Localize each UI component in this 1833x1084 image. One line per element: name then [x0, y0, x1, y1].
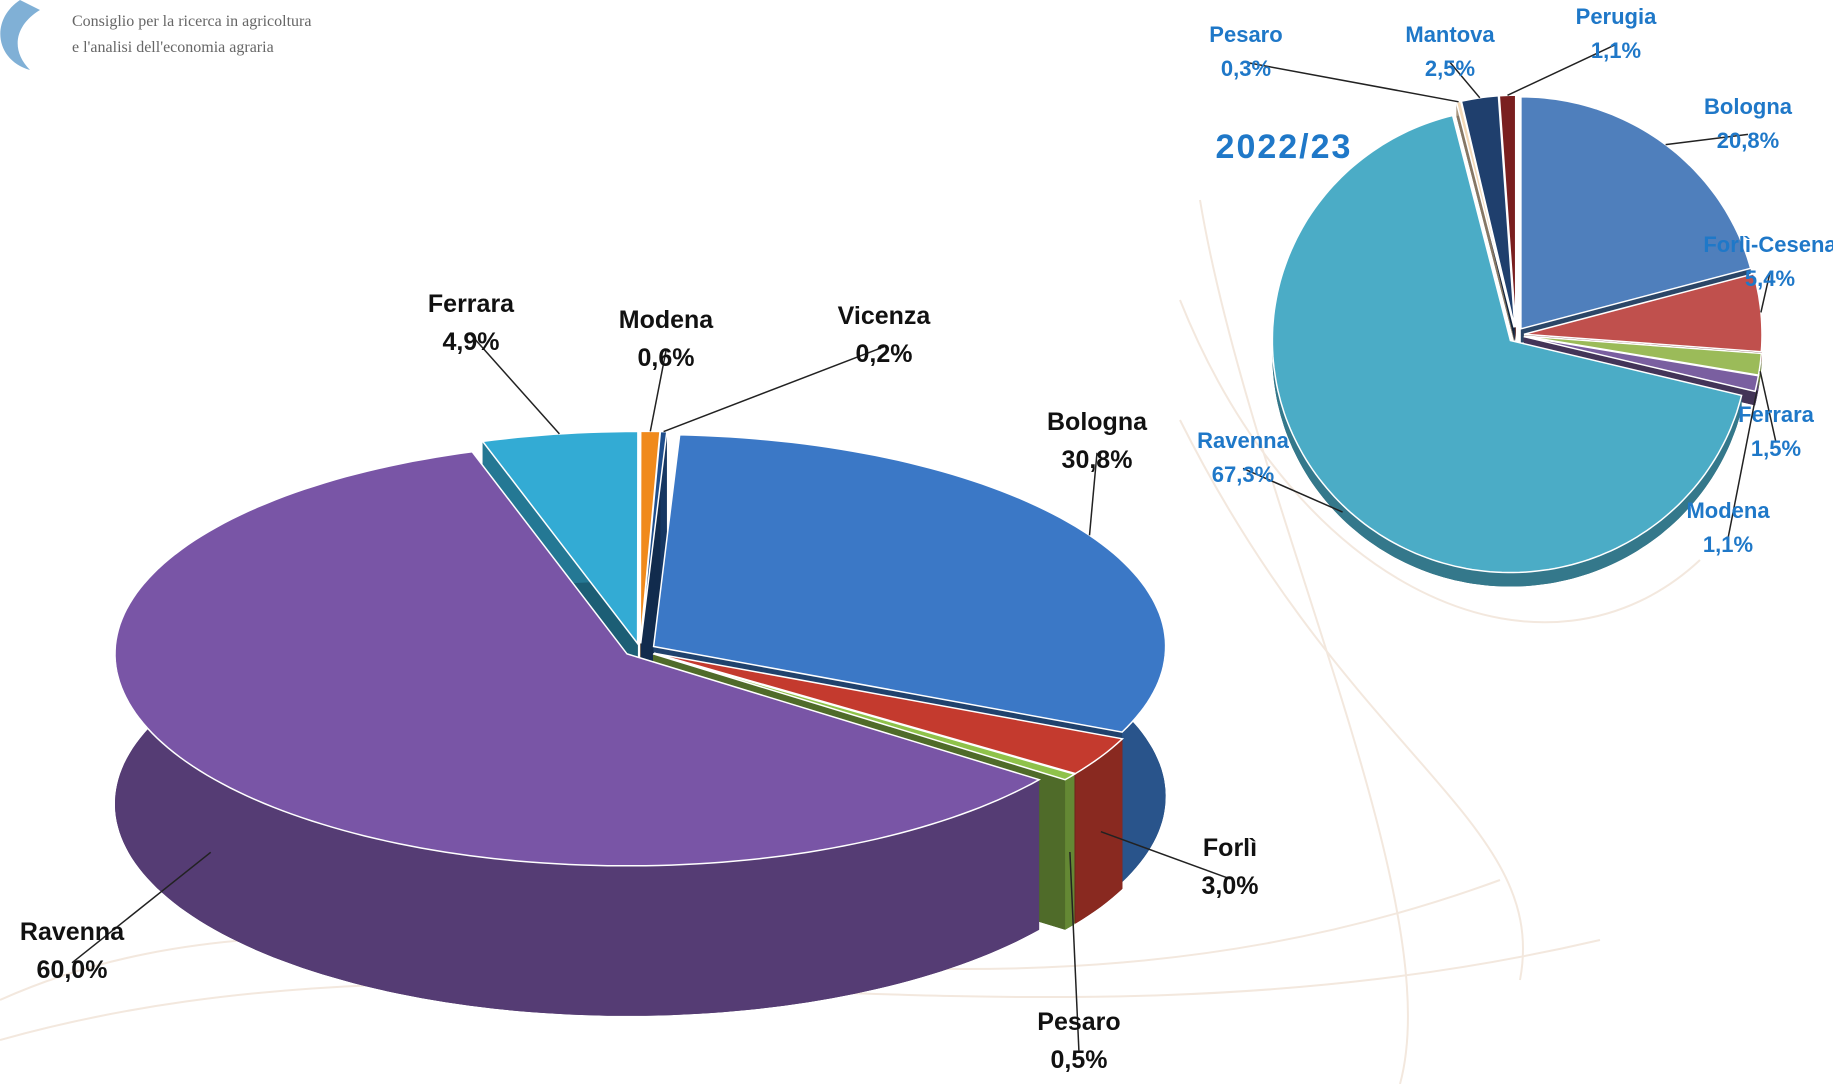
- leader-line: [649, 350, 667, 432]
- slice-label: Forlì-Cesena: [1703, 232, 1833, 257]
- slice-value-label: 1,1%: [1703, 532, 1753, 557]
- slice-value-label: 1,1%: [1591, 38, 1641, 63]
- slice-tops: [114, 430, 1167, 867]
- slice: [114, 451, 1042, 867]
- slice-value-label: 4,9%: [443, 328, 500, 356]
- slice-value-label: 1,5%: [1751, 436, 1801, 461]
- pie-chart-main: Ferrara 4,9% Modena 0,6% Vicenza 0,2% Bologna 3…: [20, 290, 1259, 1074]
- leader-line: [1727, 390, 1758, 539]
- slice-label: Ravenna: [20, 918, 125, 946]
- slice-label: Vicenza: [838, 302, 932, 330]
- logo-line: Consiglio per la ricerca in agricoltura: [72, 13, 311, 30]
- leader-line: [470, 334, 560, 435]
- slice: [1460, 94, 1516, 328]
- leader-line: [1759, 371, 1777, 443]
- leader-line: [663, 346, 885, 433]
- leader-line: [1245, 61, 1459, 103]
- slice-value-label: 20,8%: [1717, 128, 1779, 153]
- slice-label: Mantova: [1405, 22, 1495, 47]
- leader-line: [1088, 452, 1098, 536]
- slice: [1271, 114, 1743, 574]
- slice-label: Ravenna: [1197, 428, 1289, 453]
- slice: [653, 652, 1125, 775]
- leader-line: [1760, 272, 1771, 313]
- slice-label: Forlì: [1203, 834, 1257, 862]
- slice-label: Pesaro: [1209, 22, 1282, 47]
- slice-value-label: 5,4%: [1745, 266, 1795, 291]
- slice-value-label: 0,2%: [856, 340, 913, 368]
- slice-label: Modena: [1686, 498, 1770, 523]
- slice-tops: [1271, 94, 1763, 574]
- slice-label: Bologna: [1047, 408, 1148, 436]
- slice-value-label: 3,0%: [1202, 872, 1259, 900]
- logo-icon: [0, 0, 40, 70]
- slice-label: Ferrara: [428, 290, 515, 318]
- slice-value-label: 2,5%: [1425, 56, 1475, 81]
- slice-value-label: 0,6%: [638, 344, 695, 372]
- slice-side: [1075, 738, 1123, 924]
- leader-line: [71, 851, 212, 964]
- slice-value-label: 0,3%: [1221, 56, 1271, 81]
- leader-line: [1242, 467, 1343, 513]
- logo-line: e l'analisi dell'economia agraria: [72, 39, 274, 56]
- leader-line: [1507, 43, 1617, 96]
- slice-label: Bologna: [1704, 94, 1793, 119]
- leader-line: [1665, 133, 1749, 146]
- slice: [1523, 335, 1760, 393]
- pie-chart-2022: Bologna 20,8% Forlì-Cesena 5,4% Ferrara 1,5% M…: [1197, 4, 1833, 587]
- leader-line: [1449, 61, 1481, 99]
- slice-value-label: 60,0%: [37, 956, 108, 984]
- slice: [652, 653, 1077, 781]
- slice-value-label: 30,8%: [1062, 446, 1133, 474]
- slice: [1498, 94, 1517, 328]
- chart-title: 2022/23: [1216, 128, 1353, 166]
- leader-line: [1100, 830, 1231, 880]
- logo: Consiglio per la ricerca in agricoltura …: [0, 0, 311, 70]
- slice-label: Ferrara: [1738, 402, 1815, 427]
- slice-label: Pesaro: [1037, 1008, 1120, 1036]
- slice-value-label: 0,5%: [1051, 1046, 1108, 1074]
- slice-value-label: 67,3%: [1212, 462, 1274, 487]
- leader-line: [1069, 851, 1080, 1053]
- slice: [481, 430, 639, 646]
- slice-label: Modena: [619, 306, 715, 334]
- slice: [1520, 96, 1752, 330]
- slice-label: Perugia: [1576, 4, 1657, 29]
- slice-side: [1456, 102, 1515, 342]
